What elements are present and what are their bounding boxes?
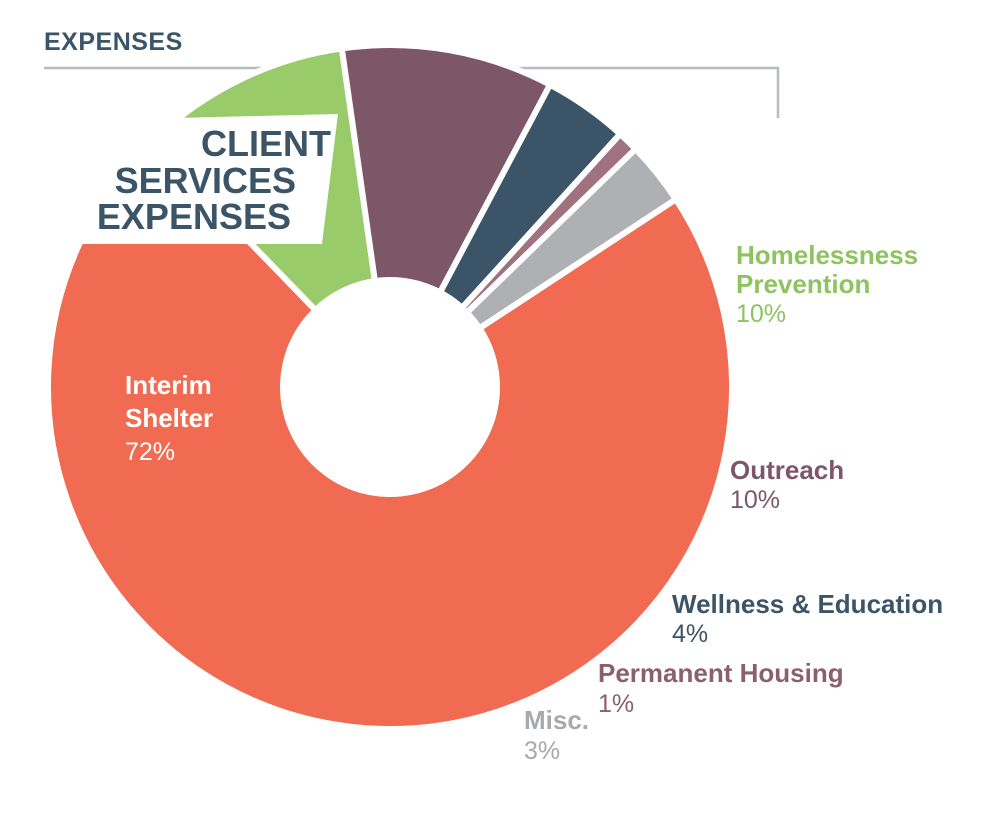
label-name-wellness-education-0: Wellness & Education bbox=[672, 589, 943, 619]
callout-line-2: SERVICES bbox=[115, 160, 296, 201]
label-name-outreach-0: Outreach bbox=[730, 455, 844, 485]
callout-box bbox=[82, 114, 338, 244]
label-value-homelessness-prevention: 10% bbox=[736, 300, 786, 328]
label-name-homelessness-prevention-1: Prevention bbox=[736, 269, 870, 299]
callout-line-1: CLIENT bbox=[201, 123, 331, 164]
label-name-interim-shelter-0: Interim bbox=[125, 370, 212, 400]
labels-group: InterimShelter72%HomelessnessPrevention1… bbox=[125, 240, 943, 765]
label-value-wellness-education: 4% bbox=[672, 620, 708, 648]
label-name-permanent-housing-0: Permanent Housing bbox=[598, 658, 844, 688]
label-value-misc: 3% bbox=[524, 737, 560, 765]
label-value-outreach: 10% bbox=[730, 486, 780, 514]
label-value-permanent-housing: 1% bbox=[598, 690, 634, 718]
label-misc: Misc.3% bbox=[524, 705, 589, 765]
label-value-interim-shelter: 72% bbox=[125, 438, 175, 466]
label-name-homelessness-prevention-0: Homelessness bbox=[736, 240, 918, 270]
label-name-misc-0: Misc. bbox=[524, 705, 589, 735]
label-name-interim-shelter-1: Shelter bbox=[125, 403, 213, 433]
callout-line-3: EXPENSES bbox=[97, 196, 291, 237]
header-title: EXPENSES bbox=[44, 28, 183, 56]
donut-hole bbox=[280, 277, 500, 497]
